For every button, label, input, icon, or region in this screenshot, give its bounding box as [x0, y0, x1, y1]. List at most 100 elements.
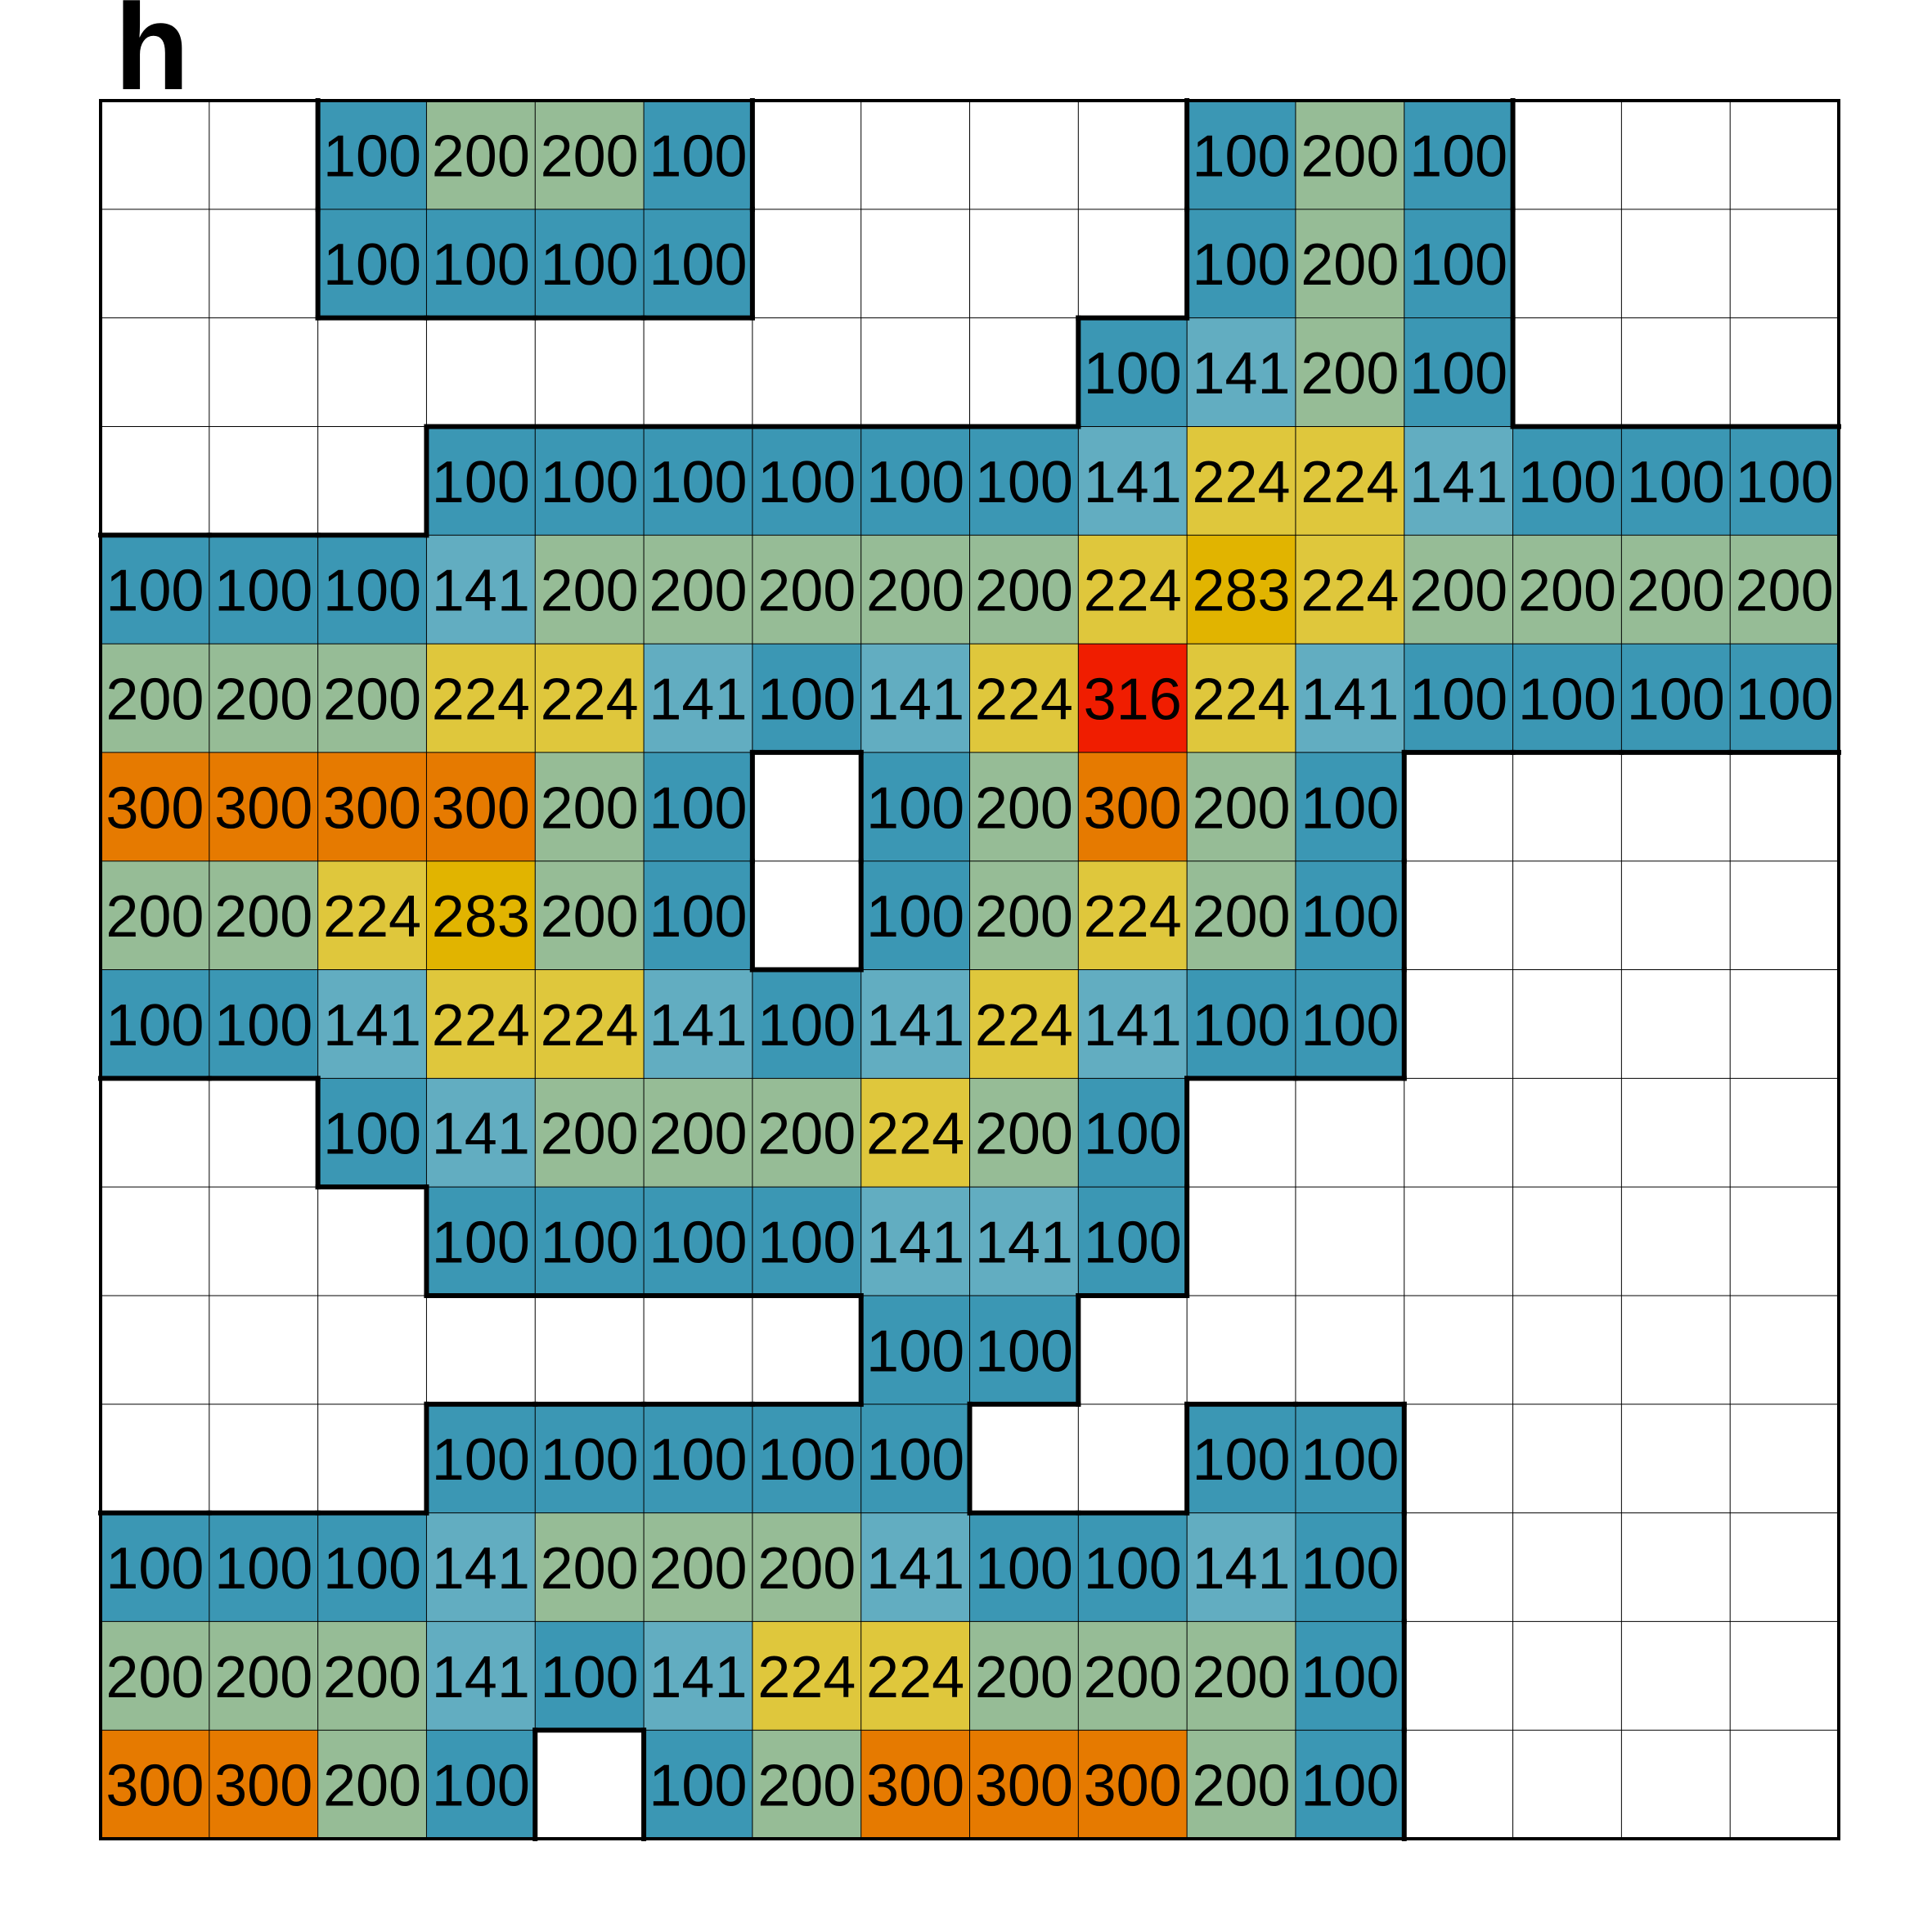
cell-value-label: 100 [1301, 993, 1399, 1058]
heatmap-cell [535, 209, 645, 318]
cell-value-label: 100 [323, 1102, 421, 1167]
heatmap-cell [1078, 426, 1188, 536]
heatmap-cell [1621, 426, 1731, 536]
cell-value-label: 141 [975, 1211, 1073, 1276]
cell-value-label: 100 [1192, 993, 1290, 1058]
heatmap-cell [969, 752, 1079, 861]
heatmap-cell-empty [1621, 969, 1731, 1079]
heatmap-cell-empty [209, 1295, 318, 1404]
cell-value-label: 200 [541, 775, 639, 841]
heatmap-cell [209, 1730, 318, 1839]
heatmap-cell-empty [1621, 1404, 1731, 1513]
heatmap-cell [860, 1187, 970, 1296]
cell-value-label: 100 [1084, 1536, 1182, 1602]
cell-value-label: 100 [1301, 1536, 1399, 1602]
cell-value-label: 100 [649, 450, 747, 515]
cell-value-label: 100 [757, 1427, 856, 1493]
heatmap-cell [752, 535, 861, 645]
heatmap-cell [1295, 535, 1404, 645]
heatmap-cell-empty [752, 101, 861, 209]
heatmap-cell [1404, 644, 1513, 753]
cell-value-label: 100 [649, 1754, 747, 1819]
cell-value-label: 224 [432, 993, 530, 1058]
heatmap-cell [317, 969, 427, 1079]
cell-value-label: 200 [1518, 559, 1616, 624]
heatmap-cell [426, 969, 536, 1079]
heatmap-cell [752, 426, 861, 536]
heatmap-cell-empty [426, 1295, 536, 1404]
cell-value-label: 100 [541, 450, 639, 515]
heatmap-cell-empty [1404, 1512, 1513, 1622]
heatmap-cell [317, 752, 427, 861]
heatmap-cell-empty [752, 209, 861, 318]
heatmap-cell [860, 1512, 970, 1622]
cell-value-label: 283 [432, 884, 530, 950]
heatmap-cell-empty [1621, 101, 1731, 209]
cell-value-label: 100 [1627, 450, 1725, 515]
cell-value-label: 224 [1084, 559, 1182, 624]
heatmap-cell-empty [101, 1187, 209, 1296]
heatmap-cell-empty [644, 1295, 753, 1404]
cell-value-label: 100 [1409, 341, 1507, 407]
cell-value-label: 141 [1301, 667, 1399, 732]
cell-value-label: 100 [1192, 232, 1290, 298]
heatmap-cell [644, 1621, 753, 1731]
heatmap-cell [969, 426, 1079, 536]
heatmap-cell-empty [1078, 1295, 1188, 1404]
heatmap-cell [317, 860, 427, 970]
cell-value-label: 141 [1084, 993, 1182, 1058]
heatmap-cell [426, 1187, 536, 1296]
heatmap-cell-empty [1730, 1730, 1839, 1839]
heatmap-cell-empty [317, 426, 427, 536]
cell-value-label: 100 [432, 1211, 530, 1276]
cell-value-label: 100 [1192, 1427, 1290, 1493]
heatmap-cell-empty [860, 209, 970, 318]
heatmap-cell-empty [101, 1078, 209, 1188]
heatmap-cell [644, 752, 753, 861]
cell-value-label: 300 [1084, 1754, 1182, 1819]
cell-value-label: 100 [649, 1211, 747, 1276]
heatmap-cell-empty [1404, 1295, 1513, 1404]
heatmap-cell-empty [1404, 969, 1513, 1079]
heatmap-cell-empty [1621, 1621, 1731, 1731]
heatmap-cell [1295, 317, 1404, 427]
cell-value-label: 100 [432, 450, 530, 515]
heatmap-cell [1078, 1512, 1188, 1622]
heatmap-cell [535, 860, 645, 970]
heatmap-cell [1404, 426, 1513, 536]
cell-value-label: 300 [106, 1754, 204, 1819]
cell-value-label: 224 [1301, 559, 1399, 624]
heatmap-cell-empty [1187, 1187, 1296, 1296]
heatmap-cell [644, 1730, 753, 1839]
heatmap-cell [535, 1404, 645, 1513]
heatmap-cell-empty [209, 1404, 318, 1513]
cell-value-label: 141 [649, 667, 747, 732]
heatmap-cell [644, 969, 753, 1079]
cell-value-label: 300 [432, 775, 530, 841]
cell-value-label: 100 [757, 993, 856, 1058]
heatmap-cell [752, 1621, 861, 1731]
cell-value-label: 224 [975, 667, 1073, 732]
grid-frame [99, 99, 1840, 1840]
heatmap-cell [426, 101, 536, 209]
heatmap-cell-empty [101, 1295, 209, 1404]
heatmap-cell-empty [1404, 752, 1513, 861]
heatmap-cell-empty [1621, 209, 1731, 318]
heatmap-cell [426, 752, 536, 861]
cell-value-label: 141 [323, 993, 421, 1058]
heatmap-cell-empty [1512, 1078, 1622, 1188]
heatmap-cell-empty [752, 752, 861, 861]
cell-value-label: 200 [541, 124, 639, 189]
cell-value-label: 200 [106, 1645, 204, 1710]
heatmap-cell [535, 644, 645, 753]
cell-value-label: 224 [866, 1102, 964, 1167]
heatmap-cell-empty [1512, 317, 1622, 427]
heatmap-cell [1187, 752, 1296, 861]
heatmap-cell-empty [1512, 860, 1622, 970]
heatmap-cell [644, 644, 753, 753]
heatmap-cell [969, 1187, 1079, 1296]
cell-value-label: 300 [214, 775, 312, 841]
heatmap-cell [426, 1512, 536, 1622]
cell-value-label: 224 [432, 667, 530, 732]
